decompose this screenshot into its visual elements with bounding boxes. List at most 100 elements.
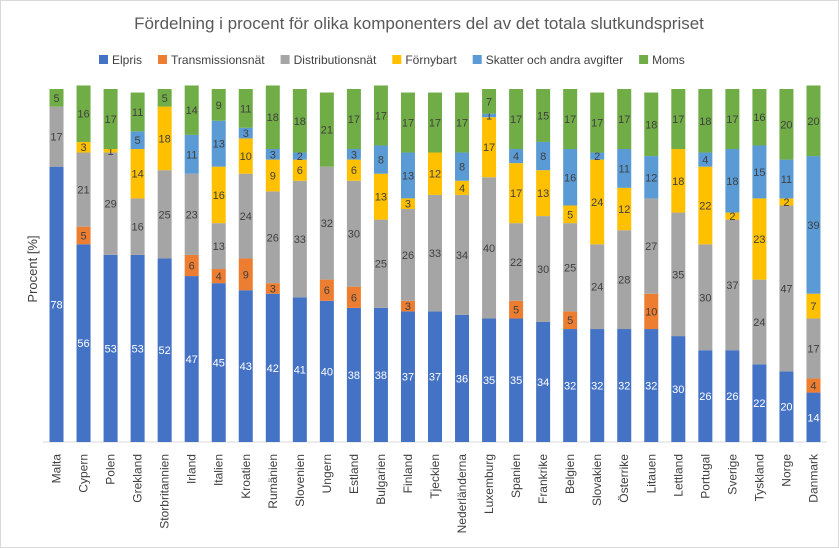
- data-label-irland-elpris: 47: [186, 354, 198, 366]
- bar-tyskland-elpris: [752, 364, 767, 442]
- data-label-nederlanderna-skatter-och-andra-avgifter: 8: [459, 162, 465, 174]
- bar-sverige-moms: [725, 89, 740, 150]
- bars-group: 7817556521316532911753161451152251854762…: [49, 85, 821, 442]
- bar-kroatien-distributionsnat: [238, 173, 253, 259]
- data-label-kroatien-fornybart: 10: [240, 151, 252, 163]
- chart-title: Fördelning i procent för olika komponent…: [134, 14, 704, 33]
- category-label-bulgarien: Bulgarien: [374, 454, 388, 505]
- data-label-rumanien-skatter-och-andra-avgifter: 3: [270, 149, 276, 161]
- bar-luxemburg-skatter-och-andra-avgifter: [482, 113, 497, 118]
- category-label-cypern: Cypern: [77, 454, 91, 493]
- data-label-spanien-elpris: 35: [510, 375, 522, 387]
- data-label-bulgarien-moms: 17: [375, 110, 387, 122]
- legend-label-moms: Moms: [652, 53, 685, 67]
- bar-belgien-fornybart: [563, 205, 578, 224]
- bar-estland-distributionsnat: [346, 180, 361, 287]
- data-label-grekland-elpris: 53: [131, 343, 143, 355]
- data-label-italien-fornybart: 16: [213, 190, 225, 202]
- data-label-belgien-skatter-och-andra-avgifter: 16: [564, 172, 576, 184]
- y-axis-title: Procent [%]: [25, 235, 40, 302]
- bar-tyskland-skatter-och-andra-avgifter: [752, 145, 767, 199]
- category-label-danmark: Danmark: [806, 453, 820, 503]
- data-label-frankrike-skatter-och-andra-avgifter: 8: [540, 151, 546, 163]
- data-label-finland-skatter-och-andra-avgifter: 13: [402, 170, 414, 182]
- data-label-slovakien-moms: 17: [591, 118, 603, 130]
- bar-belgien-moms: [563, 89, 578, 150]
- bar-litauen-skatter-och-andra-avgifter: [644, 156, 659, 199]
- bar-frankrike-elpris: [536, 321, 551, 442]
- data-label-irland-skatter-och-andra-avgifter: 11: [186, 149, 197, 161]
- bar-litauen-transmissionsnat: [644, 293, 659, 330]
- data-label-irland-moms: 14: [186, 105, 198, 117]
- bar-polen-moms: [103, 89, 118, 150]
- data-label-spanien-distributionsnat: 22: [510, 257, 522, 269]
- data-label-finland-moms: 17: [402, 118, 414, 130]
- data-label-frankrike-distributionsnat: 30: [537, 264, 549, 276]
- data-label-litauen-moms: 18: [645, 119, 657, 131]
- bar-sverige-elpris: [725, 350, 740, 442]
- bar-belgien-distributionsnat: [563, 223, 578, 312]
- data-label-slovenien-skatter-och-andra-avgifter: 2: [297, 151, 303, 163]
- category-label-slovenien: Slovenien: [293, 454, 307, 507]
- data-label-danmark-distributionsnat: 17: [807, 343, 819, 355]
- data-label-bulgarien-elpris: 38: [375, 370, 387, 382]
- data-label-kroatien-elpris: 43: [240, 361, 252, 373]
- data-label-malta-elpris: 78: [50, 299, 62, 311]
- data-label-irland-transmissionsnat: 6: [189, 261, 195, 273]
- bar-kroatien-fornybart: [238, 138, 253, 174]
- bar-malta-moms: [49, 89, 64, 107]
- bar-kroatien-transmissionsnat: [238, 258, 253, 291]
- data-label-portugal-skatter-och-andra-avgifter: 4: [702, 155, 708, 167]
- bar-osterrike-fornybart: [617, 187, 632, 231]
- data-label-sverige-distributionsnat: 37: [726, 280, 738, 292]
- data-label-tyskland-elpris: 22: [753, 398, 765, 410]
- data-label-belgien-transmissionsnat: 5: [567, 315, 573, 327]
- bar-bulgarien-moms: [373, 85, 388, 146]
- data-label-bulgarien-skatter-och-andra-avgifter: 8: [378, 155, 384, 167]
- data-label-bulgarien-distributionsnat: 25: [375, 259, 387, 271]
- bar-irland-skatter-och-andra-avgifter: [184, 134, 199, 174]
- bar-estland-elpris: [346, 307, 361, 442]
- bar-cypern-moms: [76, 85, 91, 142]
- bar-ungern-transmissionsnat: [319, 279, 334, 301]
- bar-frankrike-skatter-och-andra-avgifter: [536, 141, 551, 171]
- bar-luxemburg-moms: [482, 89, 497, 114]
- data-label-polen-distributionsnat: 29: [104, 199, 116, 211]
- bar-nederlanderna-skatter-och-andra-avgifter: [455, 152, 470, 181]
- bar-osterrike-moms: [617, 89, 632, 150]
- bar-storbritannien-distributionsnat: [157, 170, 172, 259]
- category-label-portugal: Portugal: [698, 454, 712, 499]
- bar-finland-distributionsnat: [400, 209, 415, 301]
- bar-italien-fornybart: [211, 166, 226, 224]
- bar-lettland-moms: [671, 89, 686, 150]
- bar-belgien-skatter-och-andra-avgifter: [563, 149, 578, 206]
- data-label-bulgarien-fornybart: 13: [375, 192, 387, 204]
- bar-malta-elpris: [49, 166, 64, 442]
- category-label-norge: Norge: [779, 454, 793, 487]
- data-label-tyskland-skatter-och-andra-avgifter: 15: [753, 167, 765, 179]
- legend-label-elpris: Elpris: [112, 53, 142, 67]
- bar-luxemburg-fornybart: [482, 117, 497, 178]
- bar-nederlanderna-elpris: [455, 314, 470, 442]
- category-label-rumanien: Rumänien: [266, 454, 280, 509]
- bar-cypern-transmissionsnat: [76, 226, 91, 245]
- bar-polen-fornybart: [103, 149, 118, 153]
- data-label-frankrike-elpris: 34: [537, 377, 549, 389]
- bar-lettland-elpris: [671, 336, 686, 442]
- data-label-italien-transmissionsnat: 4: [216, 271, 222, 283]
- data-label-slovenien-elpris: 41: [294, 365, 306, 377]
- bar-kroatien-skatter-och-andra-avgifter: [238, 127, 253, 139]
- data-label-tjeckien-elpris: 37: [429, 372, 441, 384]
- data-label-litauen-skatter-och-andra-avgifter: 12: [645, 172, 657, 184]
- bar-bulgarien-elpris: [373, 307, 388, 442]
- data-label-tyskland-fornybart: 23: [753, 234, 765, 246]
- category-label-belgien: Belgien: [563, 454, 577, 494]
- data-label-kroatien-transmissionsnat: 9: [243, 269, 249, 281]
- bar-norge-skatter-och-andra-avgifter: [779, 159, 794, 199]
- data-label-polen-elpris: 53: [104, 343, 116, 355]
- category-label-osterrike: Österrike: [617, 454, 631, 503]
- data-label-cypern-fornybart: 3: [80, 142, 86, 154]
- bar-portugal-elpris: [698, 350, 713, 442]
- data-label-litauen-transmissionsnat: 10: [645, 306, 657, 318]
- bar-danmark-moms: [806, 85, 821, 157]
